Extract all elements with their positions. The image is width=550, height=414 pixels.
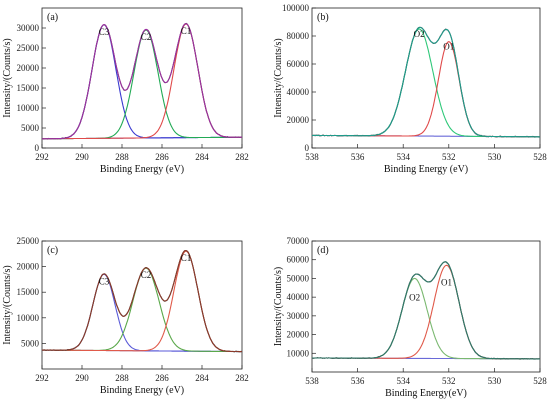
x-tick-label: 534 xyxy=(396,152,410,162)
y-axis-label: Intensity/(Counts/s) xyxy=(2,265,13,344)
y-tick-label: 20000 xyxy=(287,115,310,125)
panel-label: (a) xyxy=(47,12,58,23)
peak-label-c3: C3 xyxy=(99,276,110,286)
peak-label-c3: C3 xyxy=(99,27,110,37)
peak-label-o2: O2 xyxy=(414,29,425,39)
peak-label-c1: C1 xyxy=(181,253,192,263)
peak-label-o2: O2 xyxy=(409,292,420,302)
y-tick-label: 5000 xyxy=(21,123,40,133)
plot-frame xyxy=(41,240,243,370)
y-axis-label: Intensity/(Counts/s) xyxy=(273,38,284,117)
x-tick-label: 286 xyxy=(155,152,169,162)
x-tick-label: 536 xyxy=(351,152,365,162)
y-tick-label: 60000 xyxy=(287,255,310,265)
x-tick-label: 292 xyxy=(35,152,49,162)
x-tick-label: 532 xyxy=(442,152,456,162)
peak-c3 xyxy=(42,273,242,353)
fit-envelope xyxy=(42,249,242,353)
peak-label-c2: C2 xyxy=(141,32,152,42)
y-tick-label: 0 xyxy=(305,143,310,153)
x-tick-label: 288 xyxy=(115,373,129,383)
x-axis-label: Binding Energy (eV) xyxy=(100,164,184,175)
x-tick-label: 538 xyxy=(305,376,319,386)
y-tick-label: 80000 xyxy=(287,31,310,41)
peak-label-c2: C2 xyxy=(141,270,152,280)
x-tick-label: 282 xyxy=(235,152,249,162)
panel-d: 538 536 534 532 530 528 10000 20000 30000 40000 50… xyxy=(273,236,547,399)
curves xyxy=(42,249,242,353)
x-tick-label: 284 xyxy=(195,152,209,162)
y-tick-label: 15000 xyxy=(17,287,40,297)
peak-o1 xyxy=(312,41,540,138)
x-tick-label: 536 xyxy=(351,376,365,386)
peak-o2 xyxy=(312,28,540,138)
fit-envelope xyxy=(42,23,242,140)
y-tick-label: 50000 xyxy=(287,273,310,283)
y-axis-label: Intensity/(Counts/s) xyxy=(2,38,13,117)
y-tick-label: 20000 xyxy=(17,63,40,73)
fit-envelope xyxy=(312,26,540,138)
panel-a: 292 290 288 286 284 282 0 5000 10000 15000 20000 25… xyxy=(2,7,249,175)
peak-label-o1: O1 xyxy=(443,42,454,52)
y-tick-label: 5000 xyxy=(21,338,40,348)
raw-spectrum xyxy=(312,26,540,138)
peak-c1 xyxy=(42,250,242,353)
panel-c: 292 290 288 286 284 282 5000 10000 15000 20000 250… xyxy=(2,236,249,396)
panel-label: (c) xyxy=(47,245,58,256)
panel-label: (b) xyxy=(317,12,329,23)
curves xyxy=(42,22,242,140)
peak-c2 xyxy=(42,29,242,140)
y-tick-label: 25000 xyxy=(17,236,40,246)
peak-c2 xyxy=(42,267,242,353)
x-tick-label: 528 xyxy=(533,376,547,386)
x-tick-label: 292 xyxy=(35,373,49,383)
y-tick-label: 60000 xyxy=(287,59,310,69)
peak-label-c1: C1 xyxy=(181,26,192,36)
curves xyxy=(312,261,540,360)
x-tick-label: 290 xyxy=(75,373,89,383)
x-tick-label: 530 xyxy=(488,152,502,162)
y-tick-label: 70000 xyxy=(287,236,310,246)
x-tick-label: 288 xyxy=(115,152,129,162)
raw-spectrum xyxy=(312,261,540,360)
y-tick-label: 30000 xyxy=(287,311,310,321)
y-tick-label: 40000 xyxy=(287,87,310,97)
x-tick-label: 284 xyxy=(195,373,209,383)
y-tick-label: 40000 xyxy=(287,292,310,302)
y-tick-label: 10000 xyxy=(287,348,310,358)
fit-envelope xyxy=(312,261,540,360)
plot-frame xyxy=(41,7,243,149)
y-tick-label: 20000 xyxy=(287,330,310,340)
y-tick-label: 10000 xyxy=(17,313,40,323)
raw-spectrum xyxy=(42,249,242,353)
y-axis-label: Intensity/(Counts/s) xyxy=(273,267,284,346)
y-tick-label: 25000 xyxy=(17,43,40,53)
plot-frame xyxy=(311,7,541,149)
plot-frame xyxy=(311,240,541,373)
x-tick-label: 528 xyxy=(533,152,547,162)
x-tick-label: 534 xyxy=(396,376,410,386)
x-tick-label: 530 xyxy=(488,376,502,386)
x-tick-label: 290 xyxy=(75,152,89,162)
panel-label: (d) xyxy=(317,245,329,256)
x-tick-label: 538 xyxy=(305,152,319,162)
x-axis-label: Binding Energy(eV) xyxy=(385,388,467,399)
y-tick-label: 10000 xyxy=(17,103,40,113)
peak-label-o1: O1 xyxy=(441,277,452,287)
panel-b: 538 536 534 532 530 528 0 20000 40000 60000 80000 1… xyxy=(273,3,547,175)
x-axis-label: Binding Energy (eV) xyxy=(100,385,184,396)
y-tick-label: 20000 xyxy=(17,262,40,272)
x-tick-label: 286 xyxy=(155,373,169,383)
x-tick-label: 282 xyxy=(235,373,249,383)
y-tick-label: 100000 xyxy=(282,3,310,13)
y-tick-label: 0 xyxy=(35,143,40,153)
peak-o2 xyxy=(312,277,540,360)
peak-o1 xyxy=(312,264,540,360)
curves xyxy=(312,26,540,138)
x-tick-label: 532 xyxy=(442,376,456,386)
x-axis-label: Binding Energy (eV) xyxy=(384,164,468,175)
y-tick-label: 15000 xyxy=(17,83,40,93)
y-tick-label: 30000 xyxy=(17,23,40,33)
